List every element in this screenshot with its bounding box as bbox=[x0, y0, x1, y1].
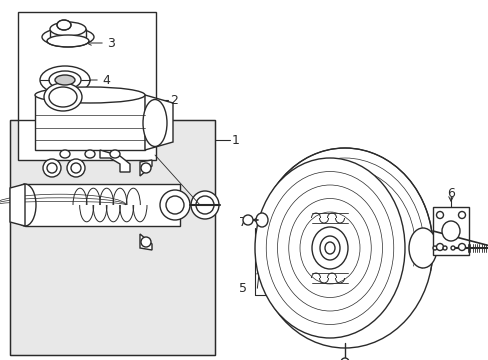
Polygon shape bbox=[145, 95, 173, 150]
Ellipse shape bbox=[458, 243, 465, 251]
Polygon shape bbox=[50, 29, 86, 37]
Ellipse shape bbox=[254, 158, 404, 338]
Bar bbox=[432, 207, 468, 255]
Text: 4: 4 bbox=[102, 73, 110, 86]
Polygon shape bbox=[140, 160, 152, 176]
Ellipse shape bbox=[42, 28, 94, 46]
Ellipse shape bbox=[257, 148, 432, 348]
Ellipse shape bbox=[340, 358, 348, 360]
Ellipse shape bbox=[85, 150, 95, 158]
Ellipse shape bbox=[442, 246, 446, 250]
Ellipse shape bbox=[458, 212, 465, 219]
Polygon shape bbox=[140, 234, 152, 250]
Ellipse shape bbox=[256, 213, 267, 227]
Ellipse shape bbox=[450, 246, 454, 250]
Ellipse shape bbox=[47, 163, 57, 173]
Ellipse shape bbox=[57, 20, 71, 30]
Text: 3: 3 bbox=[107, 36, 115, 50]
Ellipse shape bbox=[141, 237, 151, 247]
Text: 6: 6 bbox=[446, 186, 454, 199]
Ellipse shape bbox=[432, 246, 436, 250]
Ellipse shape bbox=[319, 236, 339, 260]
Ellipse shape bbox=[436, 243, 443, 251]
Ellipse shape bbox=[142, 99, 167, 147]
Polygon shape bbox=[100, 150, 130, 172]
Bar bbox=[18, 12, 156, 160]
Bar bbox=[10, 120, 215, 355]
Ellipse shape bbox=[60, 150, 70, 158]
Ellipse shape bbox=[49, 71, 81, 89]
Ellipse shape bbox=[441, 221, 459, 241]
Ellipse shape bbox=[43, 159, 61, 177]
Ellipse shape bbox=[49, 87, 77, 107]
Text: 5: 5 bbox=[239, 283, 246, 296]
Ellipse shape bbox=[35, 87, 145, 103]
Bar bbox=[35, 95, 145, 150]
Ellipse shape bbox=[165, 196, 183, 214]
Text: 1: 1 bbox=[231, 134, 240, 147]
Ellipse shape bbox=[47, 35, 89, 47]
Ellipse shape bbox=[436, 212, 443, 219]
Ellipse shape bbox=[67, 159, 85, 177]
Bar bbox=[25, 184, 180, 226]
Ellipse shape bbox=[110, 150, 120, 158]
Ellipse shape bbox=[408, 228, 436, 268]
Text: 7: 7 bbox=[239, 216, 246, 229]
Text: 2: 2 bbox=[170, 94, 178, 107]
Ellipse shape bbox=[141, 163, 151, 173]
Ellipse shape bbox=[40, 66, 90, 94]
Ellipse shape bbox=[311, 227, 347, 269]
Ellipse shape bbox=[243, 215, 252, 225]
Polygon shape bbox=[10, 184, 25, 226]
Ellipse shape bbox=[325, 242, 334, 254]
Ellipse shape bbox=[71, 163, 81, 173]
Ellipse shape bbox=[50, 22, 86, 36]
Ellipse shape bbox=[44, 83, 82, 111]
Ellipse shape bbox=[55, 75, 75, 85]
Ellipse shape bbox=[160, 190, 190, 220]
Ellipse shape bbox=[191, 191, 219, 219]
Ellipse shape bbox=[14, 184, 36, 226]
